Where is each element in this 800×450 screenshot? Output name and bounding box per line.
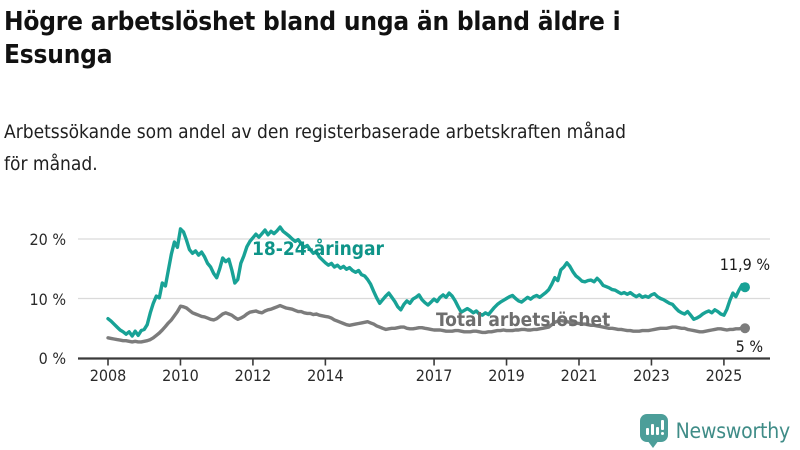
x-tick-label-2012: 2012 xyxy=(234,366,272,385)
end-value-label-total: 5 % xyxy=(735,337,763,356)
end-dot-youth xyxy=(740,282,750,293)
page-subtitle-line1: Arbetssökande som andel av den registerb… xyxy=(4,121,626,143)
series-label-youth: 18-24-åringar xyxy=(252,238,384,260)
y-tick-label-0: 0 % xyxy=(38,349,66,368)
y-tick-label-20: 20 % xyxy=(29,230,66,249)
series-line-youth xyxy=(106,225,747,338)
y-tick-label-10: 10 % xyxy=(29,290,66,309)
exclamation-mark xyxy=(660,420,664,430)
bar-chart-speech-bubble-icon xyxy=(639,414,668,448)
x-tick-label-2008: 2008 xyxy=(89,366,127,385)
x-tick-label-2023: 2023 xyxy=(633,366,670,385)
page-subtitle-line2: för månad. xyxy=(4,153,98,175)
page-title: Högre arbetslöshet bland unga än bland ä… xyxy=(4,6,784,72)
series-label-total: Total arbetslöshet xyxy=(436,309,611,331)
end-dot-total xyxy=(740,323,750,334)
x-tick-label-2021: 2021 xyxy=(560,366,598,385)
newsworthy-wordmark: Newsworthy xyxy=(675,419,791,443)
x-tick-label-2010: 2010 xyxy=(162,366,199,385)
x-tick-label-2019: 2019 xyxy=(488,366,525,385)
page-subtitle: Arbetssökande som andel av den registerb… xyxy=(4,116,789,180)
series-line-total xyxy=(106,303,747,344)
speech-bubble-tail xyxy=(646,440,659,448)
page-title-line1: Högre arbetslöshet bland unga än bland ä… xyxy=(4,7,621,37)
newsworthy-logo[interactable]: Newsworthy xyxy=(639,414,791,448)
x-tick-label-2014: 2014 xyxy=(307,366,344,385)
end-value-label-youth: 11,9 % xyxy=(719,255,770,274)
x-tick-label-2025: 2025 xyxy=(705,366,743,385)
page-title-line2: Essunga xyxy=(4,40,113,70)
x-tick-label-2017: 2017 xyxy=(415,366,453,385)
